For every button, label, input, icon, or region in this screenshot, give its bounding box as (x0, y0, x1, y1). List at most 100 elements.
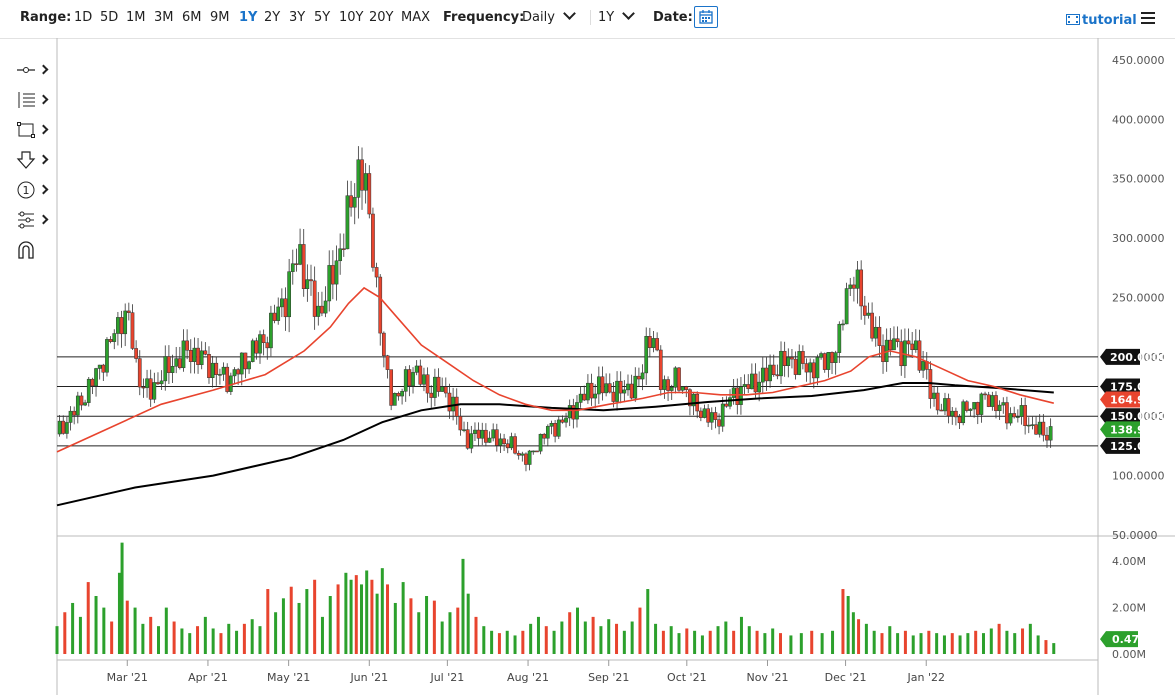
volume-bar (125, 600, 129, 654)
candle-body (443, 386, 448, 394)
volume-bar (497, 633, 501, 654)
candle-body (589, 382, 594, 399)
candle-body (994, 395, 998, 412)
candle-body (560, 419, 565, 423)
candle-body (403, 369, 408, 392)
candle-body (363, 173, 368, 191)
volume-bar (242, 623, 246, 654)
candle-body (564, 417, 568, 423)
candle-body (637, 375, 641, 380)
range-button-3m[interactable]: 3M (154, 10, 174, 25)
line-tool-button[interactable] (16, 60, 49, 80)
range-button-5d[interactable]: 5D (100, 10, 119, 25)
candle-body (731, 387, 736, 398)
volume-bar (864, 623, 868, 654)
range-button-2y[interactable]: 2Y (264, 10, 281, 25)
range-button-1m[interactable]: 1M (126, 10, 146, 25)
candle-body (513, 436, 517, 454)
volume-bar (739, 616, 743, 654)
candle-body (258, 334, 262, 354)
magnet-tool-button[interactable] (16, 240, 48, 260)
price-chart[interactable]: 450.0000 400.0000 350.0000 300.0000 250.0000… (0, 38, 1175, 695)
candle-body (990, 395, 995, 407)
frequency-label: Frequency: (443, 10, 525, 25)
candle-body (651, 338, 656, 348)
marker-tool-button[interactable]: 1 (16, 180, 49, 200)
x-tick-label: Jul '21 (429, 671, 464, 684)
calendar-button[interactable] (694, 6, 718, 28)
volume-bar (320, 616, 324, 654)
candle-body (349, 195, 353, 208)
candle-body (870, 312, 874, 339)
volume-bar (219, 633, 223, 654)
volume-bar (401, 582, 405, 654)
candle-body (422, 374, 426, 385)
candle-body (105, 339, 109, 373)
rectangle-tool-button[interactable] (16, 120, 49, 140)
candle-body (469, 433, 474, 449)
period-select[interactable]: 1Y (590, 7, 636, 25)
candle-body (1023, 405, 1027, 427)
volume-bar (981, 633, 985, 654)
candle-body (706, 408, 710, 423)
candle-body (742, 384, 747, 387)
range-button-1y[interactable]: 1Y (239, 10, 258, 25)
candle-body (968, 408, 973, 411)
range-button-10y[interactable]: 10Y (339, 10, 364, 25)
candle-body (480, 429, 485, 439)
volume-bar (297, 602, 301, 654)
frequency-select[interactable]: Daily (522, 7, 576, 25)
candle-body (844, 288, 849, 325)
candle-body (440, 386, 445, 392)
candle-body (892, 338, 896, 351)
candle-body (75, 395, 80, 416)
range-button-1d[interactable]: 1D (74, 10, 93, 25)
candle-body (771, 364, 776, 376)
range-button-5y[interactable]: 5Y (314, 10, 331, 25)
range-button-9m[interactable]: 9M (210, 10, 230, 25)
volume-bar (1044, 640, 1048, 654)
candle-body (458, 416, 463, 431)
volume-bar (328, 596, 332, 654)
candle-body (983, 393, 987, 396)
arrow-tool-button[interactable] (16, 150, 49, 170)
candle-body (746, 384, 751, 390)
candle-body (728, 397, 732, 407)
volume-bar (935, 633, 939, 654)
candle-body (531, 450, 536, 453)
volume-bar (771, 628, 775, 654)
candle-body (218, 374, 222, 376)
volume-bar (576, 607, 579, 654)
volume-bar (461, 558, 465, 654)
candle-body (611, 391, 616, 402)
range-button-3y[interactable]: 3Y (289, 10, 306, 25)
candle-body (790, 357, 794, 360)
candle-body (593, 393, 598, 399)
volume-bar (831, 630, 835, 654)
volume-tick-label: 4.00M (1112, 555, 1146, 568)
candle-body (1026, 424, 1031, 427)
candle-body (629, 383, 634, 399)
candle-body (709, 412, 714, 423)
volume-bar (505, 630, 509, 654)
candle-body (360, 159, 364, 191)
volume-bar (474, 616, 478, 654)
candle-body (775, 374, 780, 377)
candle-body (473, 429, 477, 434)
candle-body (786, 357, 791, 366)
candle-body (367, 173, 372, 215)
range-button-max[interactable]: MAX (401, 10, 431, 25)
fibonacci-tool-button[interactable] (16, 90, 49, 110)
node-tool-button[interactable] (16, 210, 49, 230)
candle-body (793, 358, 798, 375)
price-tag-shape (1100, 437, 1140, 454)
volume-bar (974, 630, 978, 654)
range-button-20y[interactable]: 20Y (369, 10, 394, 25)
volume-bar (196, 626, 200, 654)
range-button-6m[interactable]: 6M (182, 10, 202, 25)
candle-body (462, 429, 466, 431)
tutorial-link[interactable]: tutorial (1066, 13, 1137, 28)
fibonacci-tool-icon (18, 92, 35, 108)
menu-button[interactable] (1141, 12, 1155, 24)
candle-body (385, 355, 390, 370)
